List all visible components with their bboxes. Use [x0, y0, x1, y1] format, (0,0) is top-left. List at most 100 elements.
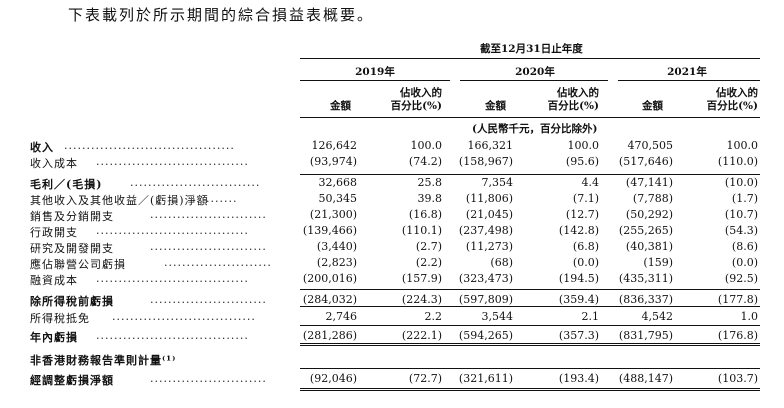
rule-net-top	[300, 343, 760, 344]
cell-pct-2019: 39.8	[417, 192, 443, 205]
cell-pct-2021: (92.5)	[724, 272, 758, 285]
row-label: 研究及開發開支	[30, 242, 114, 255]
cell-pct-2019: (2.7)	[415, 240, 442, 253]
cell-pct-2019: 25.8	[417, 176, 443, 189]
cell-pct-2021: (1.7)	[731, 192, 758, 205]
cell-pct-2020: 2.1	[581, 310, 600, 323]
col-amount-2020: 金額	[485, 100, 506, 112]
table-row: 應佔聯營公司虧損........................ (2,823) (…	[0, 256, 784, 271]
cell-amount-2020: 7,354	[481, 176, 514, 189]
leader-dots: ..................................	[96, 329, 249, 342]
table-row: 非香港財務報告準則計量⁽¹⁾	[0, 352, 784, 367]
cell-pct-2021: (8.6)	[731, 240, 758, 253]
row-label: 所得稅抵免	[30, 312, 90, 325]
cell-pct-2020: 100.0	[567, 139, 600, 152]
leader-dots: ..................................	[96, 224, 249, 237]
unit-note: (人民幣千元，百分比除外)	[472, 123, 598, 135]
cell-amount-2020: (323,473)	[458, 272, 513, 285]
rule-2020	[460, 80, 608, 81]
leader-dots: ..................................	[96, 155, 249, 168]
row-label: 融資成本	[30, 274, 78, 287]
cell-amount-2021: (47,141)	[625, 176, 673, 189]
cell-pct-2020: (12.7)	[565, 208, 599, 221]
rule-2019	[300, 80, 450, 81]
table-row: 除所得稅前虧損.......................... (284,03…	[0, 293, 784, 308]
cell-pct-2019: (16.8)	[408, 208, 442, 221]
cell-amount-2019: (21,300)	[309, 208, 357, 221]
col-amount-2021: 金額	[642, 100, 663, 112]
rule-tax	[300, 325, 760, 326]
cell-pct-2020: (359.4)	[558, 293, 599, 306]
cell-amount-2020: (594,265)	[458, 329, 513, 342]
cell-pct-2021: (10.0)	[724, 176, 758, 189]
table-row: 收入......................................…	[0, 139, 784, 154]
period-header: 截至12月31日止年度	[480, 43, 583, 55]
cell-amount-2021: (159)	[643, 256, 673, 269]
table-row: 研究及開發開支.......................... (3,440)…	[0, 240, 784, 255]
cell-pct-2021: (110.0)	[717, 155, 758, 168]
cell-amount-2020: 166,321	[467, 139, 514, 152]
cell-pct-2019: (222.1)	[401, 329, 442, 342]
cell-pct-2021: (103.7)	[717, 372, 758, 385]
row-label: 除所得稅前虧損	[30, 295, 114, 308]
col-pct-2019: 佔收入的 百分比(%)	[390, 87, 442, 112]
row-label: 收入成本	[30, 157, 78, 170]
cell-amount-2019: 32,668	[318, 176, 358, 189]
cell-amount-2019: 126,642	[311, 139, 358, 152]
cell-amount-2020: (321,611)	[458, 372, 513, 385]
cell-pct-2019: (110.1)	[401, 224, 442, 237]
row-label: 經調整虧損淨額	[30, 374, 114, 387]
cell-amount-2021: 470,505	[627, 139, 674, 152]
col-pct-2020: 佔收入的 百分比(%)	[547, 87, 599, 112]
row-label: 行政開支	[30, 226, 78, 239]
cell-amount-2019: (281,286)	[302, 329, 357, 342]
cell-amount-2020: (597,809)	[458, 293, 513, 306]
cell-amount-2019: (139,466)	[302, 224, 357, 237]
cell-amount-2020: (68)	[490, 256, 513, 269]
cell-pct-2020: (6.8)	[572, 240, 599, 253]
cell-pct-2019: (72.7)	[408, 372, 442, 385]
leader-dots: ..................................	[96, 272, 249, 285]
year-2020: 2020年	[515, 66, 555, 78]
cell-pct-2020: (7.1)	[572, 192, 599, 205]
cell-amount-2020: (11,273)	[465, 240, 513, 253]
row-label: 應佔聯營公司虧損	[30, 258, 126, 271]
cell-amount-2019: (284,032)	[302, 293, 357, 306]
row-label: 收入	[30, 141, 54, 154]
table-row: 經調整虧損淨額.......................... (92,046…	[0, 372, 784, 387]
cell-amount-2021: (836,337)	[618, 293, 673, 306]
cell-pct-2019: (2.2)	[415, 256, 442, 269]
cell-amount-2020: (11,806)	[465, 192, 513, 205]
cell-pct-2021: (0.0)	[731, 256, 758, 269]
cell-pct-2021: (10.7)	[724, 208, 758, 221]
leader-dots: .............................	[130, 176, 261, 189]
cell-amount-2020: 3,544	[481, 310, 514, 323]
row-label: 其他收入及其他收益／(虧損)淨額	[30, 194, 209, 207]
rule-gross	[300, 174, 760, 175]
cell-pct-2019: 100.0	[410, 139, 443, 152]
cell-amount-2019: (2,823)	[316, 256, 357, 269]
cell-amount-2021: (435,311)	[618, 272, 673, 285]
rule-colhead	[300, 117, 760, 118]
cell-pct-2020: (0.0)	[572, 256, 599, 269]
cell-amount-2021: (488,147)	[618, 372, 673, 385]
leader-dots: ..........................	[150, 293, 267, 306]
cell-pct-2021: (177.8)	[717, 293, 758, 306]
cell-amount-2020: (237,498)	[458, 224, 513, 237]
rule-adjusted-double	[300, 390, 760, 391]
cell-amount-2021: (517,646)	[618, 155, 673, 168]
cell-pct-2020: (193.4)	[558, 372, 599, 385]
cell-amount-2019: 50,345	[318, 192, 358, 205]
cell-amount-2021: (7,788)	[632, 192, 673, 205]
leader-dots: ..........................	[150, 372, 267, 385]
rule-adjusted-bottom	[300, 388, 760, 389]
row-label: 非香港財務報告準則計量⁽¹⁾	[30, 354, 177, 367]
cell-amount-2020: (21,045)	[465, 208, 513, 221]
rule-pretax-bottom	[300, 306, 760, 307]
col-amount-2019: 金額	[330, 100, 351, 112]
table-row: 年內虧損.................................. (2…	[0, 329, 784, 344]
cell-pct-2021: 100.0	[726, 139, 759, 152]
cell-amount-2019: (200,016)	[302, 272, 357, 285]
table-row: 毛利／(毛損)............................. 32,6…	[0, 176, 784, 191]
cell-amount-2019: (92,046)	[309, 372, 357, 385]
